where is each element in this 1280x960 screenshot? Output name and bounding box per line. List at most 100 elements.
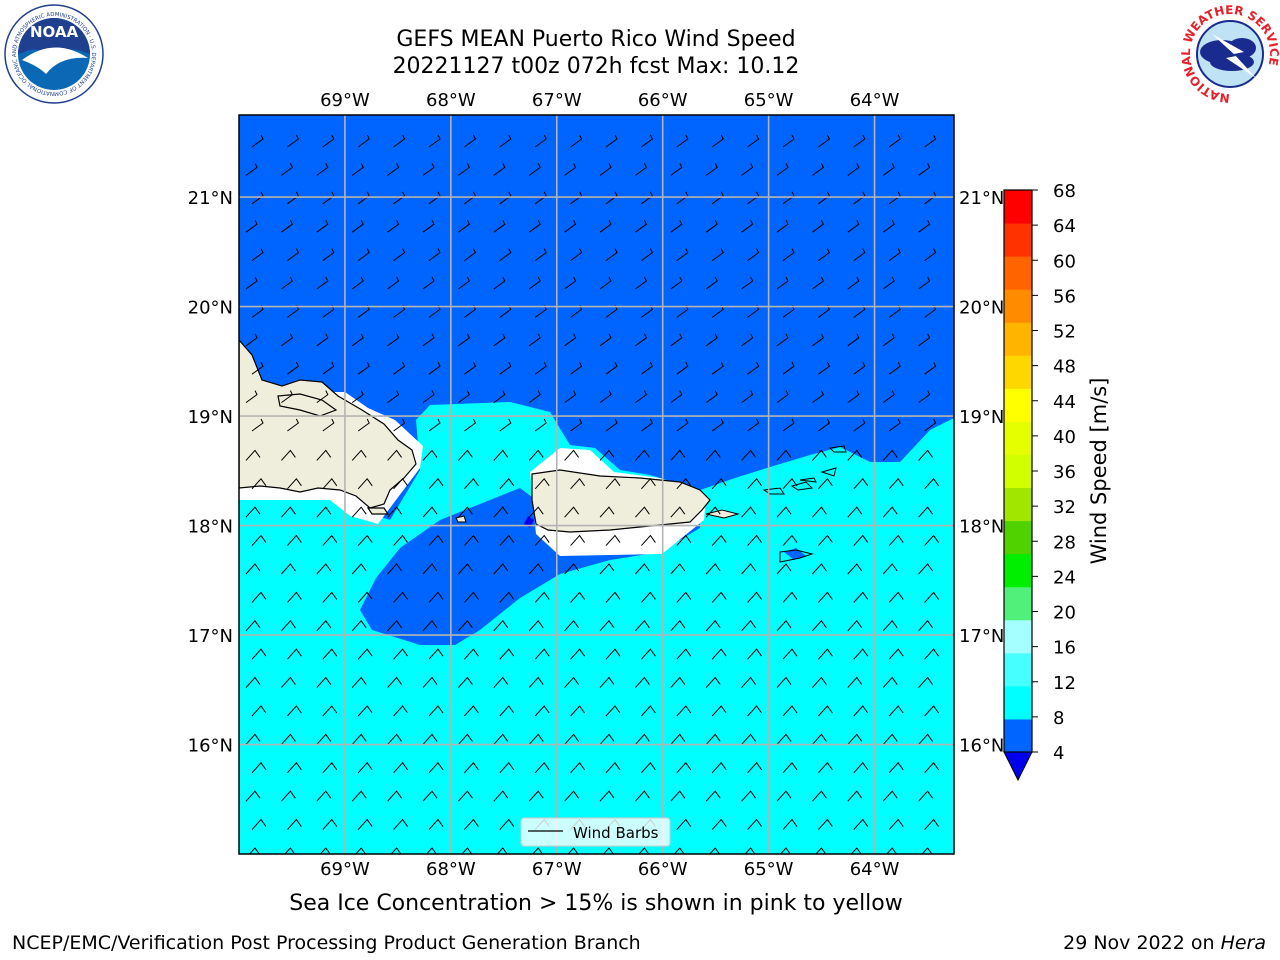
- wind-barb: [499, 478, 515, 490]
- wind-barb: [458, 506, 473, 518]
- land-saona-island: [366, 507, 390, 515]
- wind-barb: [322, 705, 338, 717]
- wind-barb: [747, 591, 763, 603]
- wind-barb: [387, 163, 400, 176]
- wind-barb: [355, 847, 367, 854]
- wind-barb: [711, 134, 724, 148]
- map-frame: [238, 114, 955, 855]
- wind-barb: [882, 219, 895, 233]
- map-title-line2: 20221127 t00z 072h fcst Max: 10.12: [392, 54, 800, 79]
- wind-barb: [747, 248, 760, 262]
- lat-tick-right: 18°N: [959, 517, 1004, 538]
- wind-barb: [316, 506, 332, 518]
- colorbar-tick-label: 12: [1053, 673, 1076, 694]
- wind-barb: [641, 248, 654, 262]
- wind-barb: [924, 762, 940, 774]
- wind-barb: [818, 762, 833, 774]
- wind-barb: [709, 847, 721, 854]
- wind-barb: [776, 563, 792, 575]
- wind-barb: [428, 534, 444, 546]
- wind-barb: [316, 163, 329, 176]
- wind-barb: [818, 534, 833, 546]
- wind-barb: [747, 534, 763, 546]
- wind-barb: [676, 191, 689, 205]
- wind-barb: [605, 361, 618, 375]
- wind-barb: [676, 134, 689, 148]
- lon-tick-bottom: 66°W: [638, 859, 688, 880]
- wind-barb: [711, 705, 727, 717]
- wind-barb: [464, 134, 477, 148]
- wind-barb: [458, 333, 471, 347]
- wind-barb: [428, 591, 444, 603]
- colorbar-band: [1004, 619, 1032, 654]
- wind-barb: [670, 676, 686, 688]
- wind-barb: [534, 762, 550, 774]
- wind-barb: [351, 163, 364, 176]
- lat-tick-left: 21°N: [188, 188, 233, 209]
- lat-tick-right: 16°N: [959, 736, 1004, 757]
- wind-barb: [711, 248, 724, 262]
- wind-barb: [641, 134, 654, 148]
- colorbar-tick-label: 44: [1053, 392, 1076, 413]
- wind-barb: [599, 390, 612, 404]
- colorbar-band: [1004, 487, 1032, 522]
- wind-barb: [387, 219, 400, 233]
- lon-tick-top: 65°W: [744, 90, 794, 111]
- wind-barb: [853, 818, 869, 830]
- wind-barb: [493, 620, 509, 632]
- wind-barb: [705, 733, 721, 745]
- wind-barb: [747, 418, 760, 432]
- wind-barb: [782, 134, 795, 148]
- wind-barb: [705, 163, 718, 176]
- wind-barb: [776, 219, 789, 233]
- colorbar: Wind Speed [m/s] 48121620242832364044485…: [1003, 181, 1111, 782]
- wind-barb: [847, 506, 863, 518]
- wind-barb: [570, 361, 583, 375]
- wind-barb: [281, 163, 294, 176]
- wind-barb: [741, 163, 754, 176]
- wind-barb: [676, 534, 692, 546]
- wind-barb: [605, 191, 618, 205]
- wind-barb: [705, 790, 721, 802]
- wind-barb: [528, 163, 541, 176]
- wind-barb: [422, 790, 438, 802]
- wind-barb: [564, 563, 580, 575]
- wind-barb: [287, 762, 302, 774]
- lon-tick-bottom: 69°W: [320, 859, 370, 880]
- wind-barb: [570, 534, 586, 546]
- wind-barb: [351, 733, 367, 745]
- wind-barb: [847, 163, 860, 176]
- wind-barb: [496, 847, 508, 854]
- wind-barb: [847, 620, 863, 632]
- wind-barb: [287, 648, 302, 660]
- wind-barb: [924, 591, 940, 603]
- wind-barb: [741, 333, 754, 347]
- wind-barb: [570, 191, 583, 205]
- wind-barb: [812, 676, 827, 688]
- wind-barb: [747, 648, 763, 660]
- wind-barb: [428, 762, 444, 774]
- wind-barb: [319, 847, 331, 854]
- footer-date-text: 29 Nov 2022 on: [1063, 932, 1221, 954]
- wind-barb: [351, 333, 364, 347]
- lon-tick-top: 66°W: [638, 90, 688, 111]
- wind-barb: [676, 478, 692, 490]
- wind-barb: [464, 248, 477, 262]
- nws-logo-icon: NATIONAL WEATHER SERVICE: [1179, 3, 1280, 105]
- wind-barb: [281, 276, 294, 290]
- land-vieques: [705, 509, 740, 519]
- wind-barb: [924, 361, 937, 375]
- wind-barb: [782, 191, 795, 205]
- wind-barb: [818, 818, 833, 830]
- wind-barb: [850, 847, 862, 854]
- wind-barb: [422, 676, 438, 688]
- lon-tick-bottom: 65°W: [744, 859, 794, 880]
- wind-barb: [776, 506, 792, 518]
- wind-barb: [641, 648, 656, 660]
- wind-barb: [918, 506, 934, 518]
- wind-barb: [322, 648, 338, 660]
- wind-barb: [818, 478, 833, 490]
- wind-barb: [635, 219, 648, 233]
- lat-tick-left: 20°N: [188, 298, 233, 319]
- wind-barb: [924, 191, 937, 205]
